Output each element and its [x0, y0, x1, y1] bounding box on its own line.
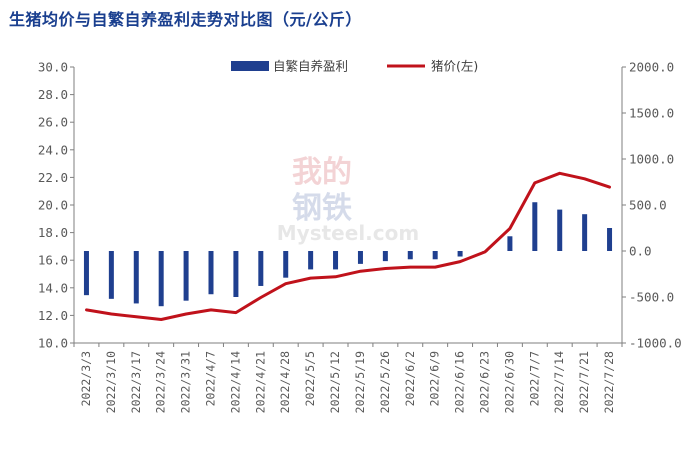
- y-left-tick-label: 16.0: [38, 253, 68, 268]
- x-tick-label: 2022/6/9: [428, 351, 442, 406]
- price-point: [608, 186, 611, 188]
- x-tick-label: 2022/3/24: [154, 351, 168, 413]
- x-tick-label: 2022/6/16: [453, 351, 467, 413]
- legend: 自繁自养盈利 猪价(左): [231, 59, 478, 74]
- x-tick-label: 2022/4/28: [278, 351, 292, 413]
- x-tick-label: 2022/5/5: [303, 351, 317, 406]
- bar: [133, 251, 139, 304]
- price-point: [359, 270, 362, 272]
- bar-series: [83, 202, 613, 307]
- bar: [607, 228, 613, 251]
- price-point: [434, 266, 436, 268]
- bar: [83, 251, 89, 296]
- bar: [507, 236, 513, 251]
- legend-bar-label: 自繁自养盈利: [273, 59, 348, 74]
- y-right-tick-label: 0.0: [629, 244, 652, 259]
- x-tick-label: 2022/3/17: [129, 351, 143, 413]
- x-tick-label: 2022/5/26: [378, 351, 392, 413]
- bar: [308, 251, 314, 270]
- bar: [333, 251, 339, 270]
- x-tick-label: 2022/4/21: [253, 351, 267, 413]
- price-point: [459, 260, 461, 263]
- legend-line-label: 猪价(左): [431, 59, 478, 74]
- y-right-tick-label: -1000.0: [629, 336, 682, 351]
- y-left-tick-label: 28.0: [38, 87, 68, 102]
- y-left-tick-label: 20.0: [38, 198, 68, 213]
- x-tick-label: 2022/6/23: [478, 351, 492, 413]
- x-tick-label: 2022/5/12: [328, 351, 342, 413]
- bar: [357, 251, 363, 264]
- bar: [457, 251, 463, 257]
- x-tick-label: 2022/4/7: [204, 351, 218, 406]
- x-tick-label: 2022/5/19: [353, 351, 367, 413]
- y-right-tick-label: -500.0: [629, 290, 674, 305]
- x-tick-label: 2022/6/2: [403, 351, 417, 406]
- x-tick-label: 2022/6/30: [502, 351, 516, 413]
- price-point: [285, 283, 287, 285]
- y-left-tick-label: 12.0: [38, 308, 68, 323]
- price-point: [310, 277, 312, 279]
- price-point: [210, 309, 212, 311]
- price-point: [559, 172, 561, 174]
- y-right-tick-label: 1000.0: [629, 152, 674, 167]
- x-tick-label: 2022/7/21: [577, 351, 591, 413]
- price-point: [85, 309, 88, 311]
- price-point: [185, 313, 187, 315]
- price-line: [85, 171, 611, 321]
- watermark-line1: 我的: [292, 155, 352, 190]
- chart-title: 生猪均价与自繁自养盈利走势对比图（元/公斤）: [9, 10, 362, 29]
- bar: [532, 202, 538, 251]
- watermark: 我的 钢铁 Mysteel.com: [277, 155, 419, 245]
- bar: [382, 251, 388, 262]
- bar: [557, 209, 563, 251]
- bar: [108, 251, 114, 299]
- price-point: [534, 182, 536, 184]
- bar: [158, 251, 164, 307]
- price-point: [584, 178, 586, 180]
- x-tick-label: 2022/3/3: [79, 351, 93, 406]
- y-left-tick-label: 10.0: [38, 336, 68, 351]
- bar: [208, 251, 214, 295]
- x-tick-label: 2022/7/28: [602, 351, 616, 413]
- bar: [407, 251, 413, 260]
- bar: [258, 251, 264, 286]
- price-point: [509, 227, 511, 230]
- legend-bar-swatch: [231, 61, 269, 71]
- bar: [432, 251, 438, 260]
- price-point: [484, 251, 486, 253]
- y-left-tick-label: 26.0: [38, 115, 68, 130]
- bar: [233, 251, 239, 297]
- price-point: [110, 313, 112, 315]
- price-point: [260, 296, 262, 299]
- price-point: [384, 267, 386, 270]
- y-right-tick-label: 1500.0: [629, 106, 674, 121]
- watermark-line2: 钢铁: [292, 191, 352, 226]
- y-left-tick-label: 30.0: [38, 60, 68, 75]
- y-left-tick-label: 14.0: [38, 280, 68, 295]
- x-tick-label: 2022/3/31: [179, 351, 193, 413]
- bar: [183, 251, 189, 301]
- x-tick-label: 2022/7/7: [527, 351, 541, 406]
- bar: [283, 251, 289, 278]
- price-point: [135, 316, 137, 318]
- x-tick-label: 2022/7/14: [552, 351, 566, 413]
- axes: 10.0 12.0 14.0 16.0 18.0 20.0 22.0 24.0 26.0 28.0…: [38, 60, 682, 414]
- y-left-tick-label: 18.0: [38, 225, 68, 240]
- y-left-tick-label: 22.0: [38, 170, 68, 185]
- y-right-tick-label: 500.0: [629, 198, 667, 213]
- x-tick-label: 2022/3/10: [104, 351, 118, 413]
- price-point: [334, 276, 337, 278]
- bar: [582, 214, 588, 251]
- price-point: [235, 312, 237, 314]
- price-point: [409, 266, 411, 268]
- price-point: [160, 318, 162, 321]
- y-right-tick-label: 2000.0: [629, 60, 674, 75]
- line-series: [85, 171, 611, 321]
- watermark-line3: Mysteel.com: [277, 221, 419, 245]
- x-tick-label: 2022/4/14: [228, 351, 242, 413]
- y-left-tick-label: 24.0: [38, 142, 68, 157]
